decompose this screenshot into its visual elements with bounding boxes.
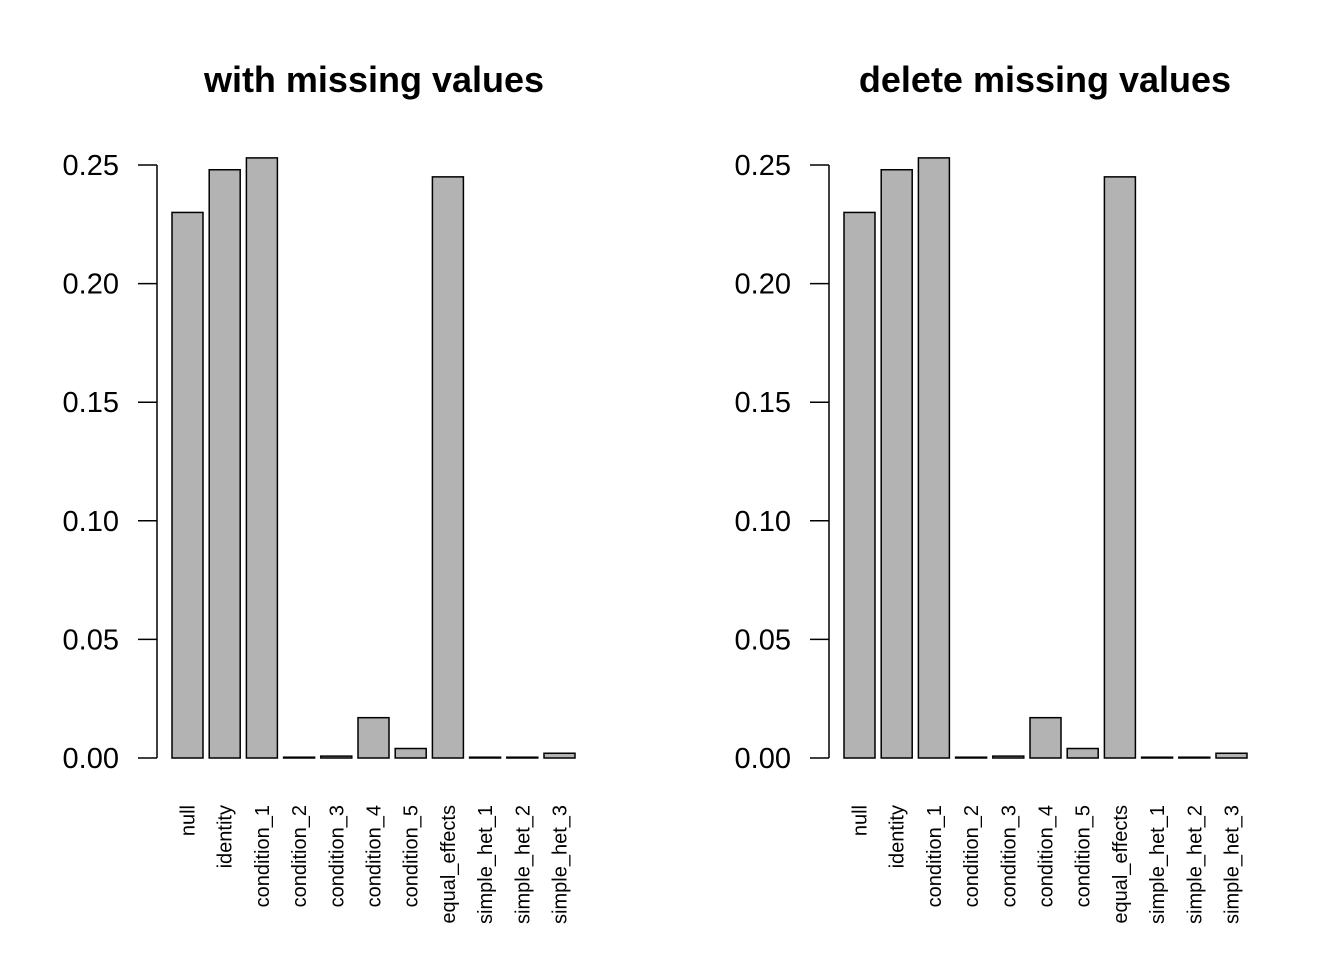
chart-title: with missing values (203, 59, 544, 100)
x-category-label: simple_het_1 (475, 805, 497, 924)
x-category-label: equal_effects (438, 805, 460, 924)
x-category-label: condition_2 (289, 805, 311, 907)
x-category-label: simple_het_3 (550, 805, 572, 924)
x-category-label: condition_3 (326, 805, 348, 907)
bar-simple_het_2 (1178, 756, 1211, 759)
bar-identity (880, 168, 913, 759)
bar-equal_effects (431, 176, 465, 759)
x-category-label: identity (215, 805, 237, 868)
y-tick-label: 0.05 (735, 624, 791, 656)
y-tick-label: 0.15 (63, 387, 119, 419)
x-category-label: condition_5 (1073, 805, 1095, 907)
bar-condition_5 (1066, 747, 1099, 759)
x-category-label: identity (887, 805, 909, 868)
bar-condition_4 (357, 716, 390, 759)
x-category-label: condition_2 (961, 805, 983, 907)
x-category-label: condition_4 (364, 805, 386, 907)
y-tick-label: 0.00 (63, 743, 119, 775)
bar-condition_3 (320, 755, 353, 759)
chart-panel-with-missing: with missing values 0.00 0.05 0.10 0.15 0.20… (63, 59, 576, 924)
bar-condition_4 (1029, 716, 1062, 759)
bar-simple_het_2 (506, 756, 539, 759)
x-category-label: null (850, 805, 872, 836)
bar-condition_3 (992, 755, 1025, 759)
x-category-label: equal_effects (1110, 805, 1132, 924)
x-category-label: condition_5 (401, 805, 423, 907)
bar-condition_1 (245, 157, 279, 759)
x-category-label: condition_3 (998, 805, 1020, 907)
y-tick-label: 0.25 (63, 150, 119, 182)
y-tick-label: 0.10 (63, 506, 119, 538)
x-category-label: simple_het_2 (1184, 805, 1206, 924)
chart-panel-delete-missing: delete missing values 0.00 0.05 0.10 0.15 0.… (735, 59, 1248, 924)
bar-simple_het_3 (543, 752, 576, 759)
bar-null (171, 211, 204, 759)
bar-identity (208, 168, 241, 759)
bar-simple_het_1 (1140, 756, 1174, 759)
x-category-label: null (178, 805, 200, 836)
bar-simple_het_1 (468, 756, 502, 759)
y-tick-label: 0.15 (735, 387, 791, 419)
x-category-label: condition_1 (924, 805, 946, 907)
x-category-label: condition_1 (252, 805, 274, 907)
bar-null (843, 211, 876, 759)
bar-equal_effects (1103, 176, 1137, 759)
bar-condition_1 (917, 157, 951, 759)
bar-simple_het_3 (1215, 752, 1248, 759)
y-tick-label: 0.20 (63, 269, 119, 301)
y-tick-label: 0.20 (735, 269, 791, 301)
x-category-label: simple_het_2 (512, 805, 534, 924)
x-category-label: simple_het_3 (1222, 805, 1244, 924)
x-category-label: simple_het_1 (1147, 805, 1169, 924)
y-tick-label: 0.10 (735, 506, 791, 538)
bar-condition_2 (282, 756, 316, 759)
bar-condition_5 (394, 747, 427, 759)
bar-condition_2 (954, 756, 988, 759)
x-category-label: condition_4 (1036, 805, 1058, 907)
y-tick-label: 0.25 (735, 150, 791, 182)
y-tick-label: 0.00 (735, 743, 791, 775)
chart-title: delete missing values (859, 59, 1231, 100)
y-tick-label: 0.05 (63, 624, 119, 656)
